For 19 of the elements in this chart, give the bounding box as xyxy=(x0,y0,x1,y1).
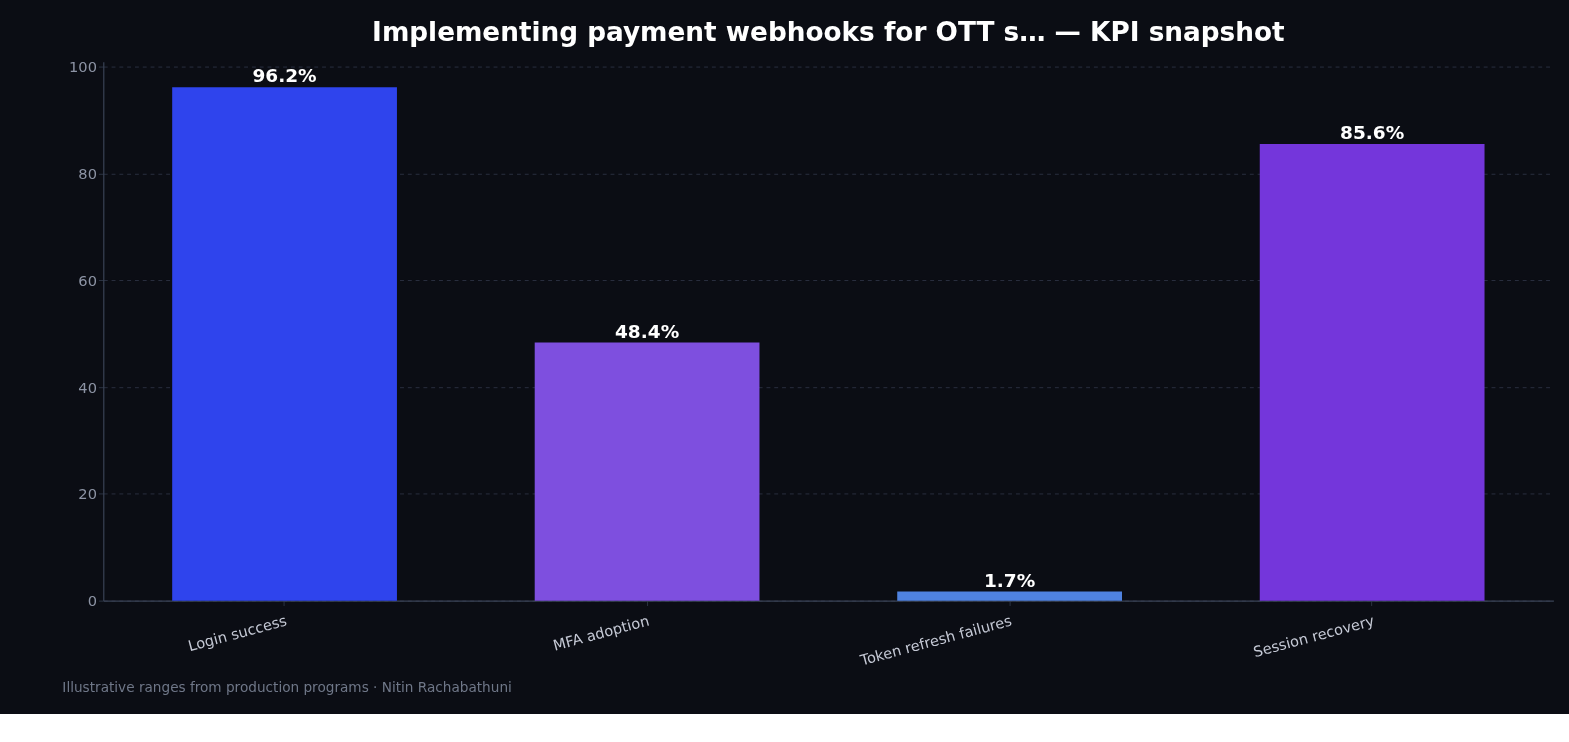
data-label: 48.4% xyxy=(615,320,680,342)
x-tick-label: Token refresh failures xyxy=(857,611,1014,669)
bar xyxy=(534,342,760,601)
y-tick-label: 40 xyxy=(78,378,97,396)
chart-title: Implementing payment webhooks for OTT s… — KPI snapshot xyxy=(372,16,1285,47)
y-tick-label: 60 xyxy=(78,271,97,289)
text: Illustrative ranges from production programs · Nitin Rachabathuni xyxy=(62,679,512,696)
x-tick-label: MFA adoption xyxy=(551,611,651,654)
data-label: 1.7% xyxy=(983,569,1036,591)
y-tick-label: 100 xyxy=(69,58,97,76)
x-tick-label: Login success xyxy=(186,611,289,655)
y-tick-label: 20 xyxy=(78,485,97,503)
data-label: 85.6% xyxy=(1340,122,1405,144)
bar xyxy=(897,591,1122,601)
y-tick-label: 80 xyxy=(78,165,97,183)
data-label: 96.2% xyxy=(252,65,317,87)
bar xyxy=(1259,143,1485,601)
y-tick-label: 0 xyxy=(87,591,97,609)
bar xyxy=(172,87,397,601)
